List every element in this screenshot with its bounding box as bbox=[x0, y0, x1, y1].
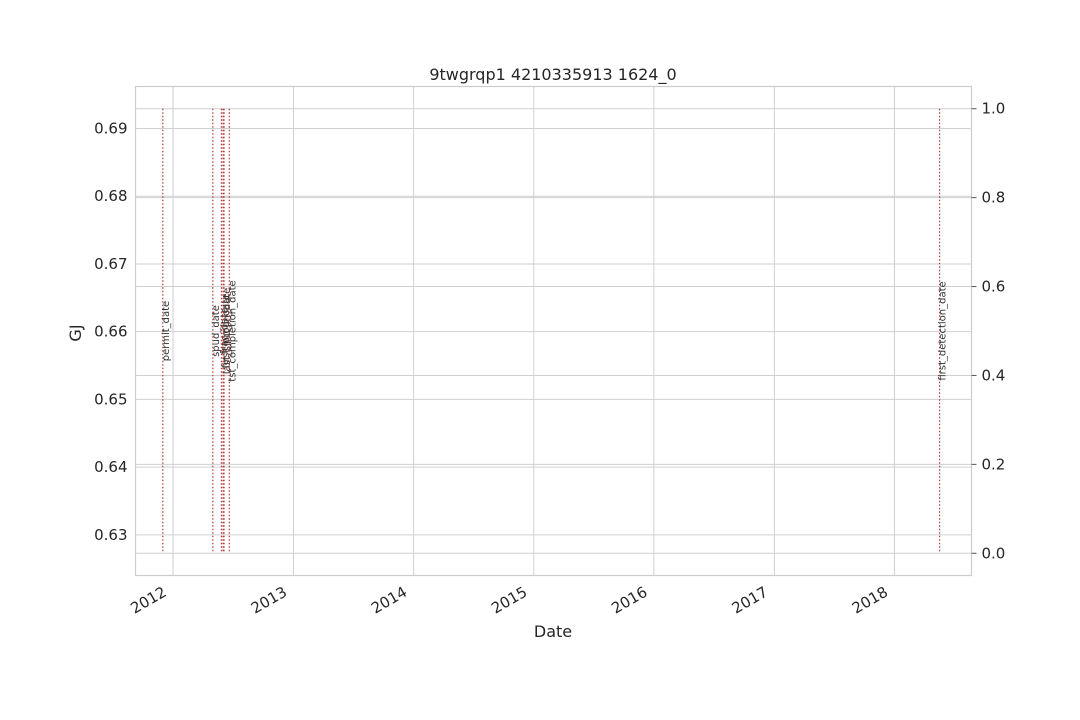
event-label: spud_date bbox=[211, 305, 222, 357]
x-tick-label: 2012 bbox=[127, 583, 169, 618]
right-y-tick-label: 1.0 bbox=[982, 100, 1006, 118]
left-y-axis: 0.63 0.64 0.65 0.66 0.67 0.68 0.69 bbox=[94, 119, 127, 543]
right-y-tick-label: 0.0 bbox=[982, 544, 1006, 562]
grid bbox=[135, 86, 972, 576]
event-markers: permit_date spud_datefrac_datefirst_prod_… bbox=[161, 108, 949, 554]
chart-title: 9twgrqp1 4210335913 1624_0 bbox=[429, 65, 676, 85]
right-y-tick-label: 0.8 bbox=[982, 189, 1006, 207]
left-y-tick-label: 0.65 bbox=[94, 390, 127, 408]
event-label: permit_date bbox=[161, 301, 172, 361]
left-y-tick-label: 0.69 bbox=[94, 119, 127, 137]
right-y-tick-label: 0.2 bbox=[982, 455, 1006, 473]
right-y-axis: 0.0 0.2 0.4 0.6 0.8 1.0 bbox=[971, 100, 1006, 562]
left-y-tick-label: 0.67 bbox=[94, 255, 127, 273]
right-y-tick-label: 0.6 bbox=[982, 278, 1006, 296]
left-y-tick-label: 0.64 bbox=[94, 458, 127, 476]
y-axis-label: GJ bbox=[66, 324, 85, 341]
event-label: tst_completion_date bbox=[227, 280, 238, 381]
event-label: first_detection_date bbox=[938, 281, 949, 380]
event-label: first_prod_date bbox=[221, 294, 232, 369]
x-tick-label: 2016 bbox=[608, 583, 650, 618]
x-axis: 2012 2013 2014 2015 2016 2017 2018 bbox=[127, 583, 891, 618]
plot-frame bbox=[134, 85, 973, 577]
event-label: frac_date bbox=[219, 308, 230, 355]
x-tick-label: 2017 bbox=[729, 583, 771, 618]
x-tick-label: 2013 bbox=[248, 583, 290, 618]
right-y-tick-label: 0.4 bbox=[982, 366, 1006, 384]
x-tick-label: 2014 bbox=[368, 583, 410, 618]
left-y-tick-label: 0.66 bbox=[94, 323, 127, 341]
left-y-tick-label: 0.63 bbox=[94, 526, 127, 544]
left-y-tick-label: 0.68 bbox=[94, 187, 127, 205]
x-tick-label: 2015 bbox=[488, 583, 530, 618]
x-tick-label: 2018 bbox=[849, 583, 891, 618]
event-label: last_shut_in_date bbox=[222, 288, 233, 375]
x-axis-label: Date bbox=[534, 622, 572, 641]
